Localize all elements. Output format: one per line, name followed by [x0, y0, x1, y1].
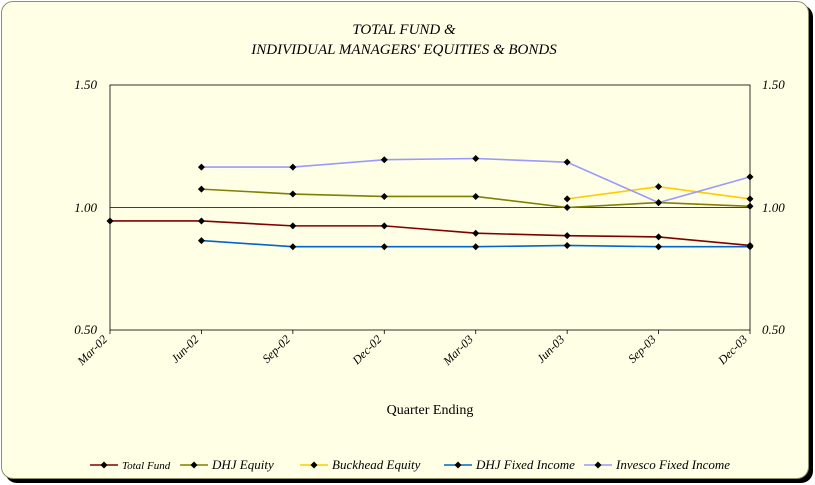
data-point [655, 233, 663, 241]
x-tick-label: Mar-02 [74, 332, 110, 368]
legend-item: DHJ Equity [180, 457, 274, 472]
data-point [746, 195, 754, 203]
y-tick-right-2: 1.00 [762, 200, 785, 215]
legend-item: Buckhead Equity [300, 457, 421, 472]
legend-label: Total Fund [122, 460, 171, 472]
x-axis-title: Quarter Ending [387, 403, 474, 418]
data-point [563, 241, 571, 249]
data-point [563, 232, 571, 240]
series-invesco-fixed-income [197, 155, 754, 207]
data-point [380, 222, 388, 230]
legend-swatch-marker [310, 461, 318, 469]
data-point [289, 222, 297, 230]
data-point [197, 217, 205, 225]
data-point [655, 199, 663, 207]
legend-label: Buckhead Equity [332, 457, 421, 472]
series-line [110, 220, 751, 247]
data-point [746, 173, 754, 181]
legend-item: DHJ Fixed Income [444, 457, 575, 472]
chart-title-line-2: INDIVIDUAL MANAGERS' EQUITIES & BONDS [250, 42, 557, 58]
data-point [472, 229, 480, 237]
x-tick-label: Mar-03 [439, 332, 475, 368]
legend-swatch-marker [594, 461, 602, 469]
data-point [197, 163, 205, 171]
x-tick-label: Jun-02 [168, 332, 201, 365]
data-point [106, 217, 114, 225]
chart-frame [1, 1, 809, 479]
data-point [563, 204, 571, 211]
x-tick-layer: Mar-02 Jun-02 Sep-02 Dec-02 Mar-03 Jun-03 Sep-… [74, 330, 751, 369]
legend-swatch-marker [454, 461, 462, 469]
y-tick-left-1: 1.50 [74, 77, 97, 92]
series-total-fund [106, 217, 754, 249]
data-point [380, 192, 388, 200]
x-tick-label: Sep-03 [625, 332, 658, 365]
legend-label: Invesco Fixed Income [615, 457, 730, 472]
data-point [746, 202, 754, 210]
data-point [380, 243, 388, 251]
y-tick-left-2: 1.00 [74, 200, 97, 215]
series-buckhead-equity [563, 183, 754, 203]
y-tick-right-1: 1.50 [762, 77, 785, 92]
data-point [289, 163, 297, 171]
data-point [472, 243, 480, 251]
legend-swatch-marker [100, 461, 108, 469]
data-point [289, 190, 297, 198]
series-layer [106, 155, 754, 251]
chart-title-line-1: TOTAL FUND & [352, 22, 456, 38]
x-tick-label: Dec-03 [715, 332, 751, 368]
data-point [563, 195, 571, 203]
data-point [472, 192, 480, 200]
data-point [563, 158, 571, 166]
legend-swatch-marker [190, 461, 198, 469]
y-tick-left-3: 0.50 [74, 322, 97, 337]
data-point [289, 243, 297, 251]
x-tick-label: Dec-02 [349, 332, 385, 368]
data-point [380, 156, 388, 164]
data-point [197, 185, 205, 193]
data-point [472, 155, 480, 162]
x-tick-label: Jun-03 [534, 332, 567, 365]
legend-item: Invesco Fixed Income [584, 457, 730, 472]
legend: Total Fund DHJ Equity Buckhead Equity DHJ F… [90, 457, 730, 472]
y-tick-right-3: 0.50 [762, 322, 785, 337]
data-point [655, 183, 663, 191]
data-point [197, 237, 205, 245]
legend-item: Total Fund [90, 460, 171, 472]
legend-label: DHJ Fixed Income [475, 457, 575, 472]
series-dhj-fixed-income [197, 237, 754, 251]
data-point [655, 243, 663, 251]
legend-label: DHJ Equity [211, 457, 274, 472]
x-tick-label: Sep-02 [260, 332, 293, 365]
data-point [746, 243, 754, 251]
